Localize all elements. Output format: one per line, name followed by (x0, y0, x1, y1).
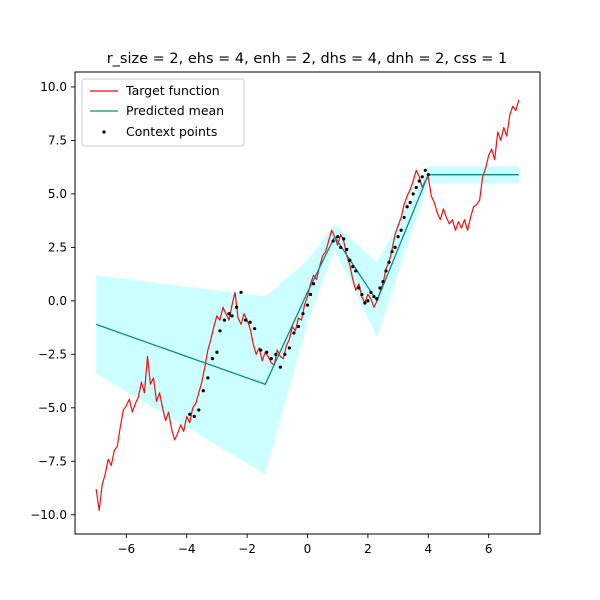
context-points-layer (188, 168, 430, 418)
context-point (269, 357, 273, 361)
x-tick-label: −4 (178, 542, 196, 556)
uncertainty-band (96, 166, 519, 475)
context-point (420, 175, 424, 179)
context-point (283, 352, 287, 356)
context-point (363, 301, 367, 305)
context-point (248, 320, 252, 324)
context-point (192, 414, 196, 418)
context-point (360, 292, 364, 297)
chart-title: r_size = 2, ehs = 4, enh = 2, dhs = 4, d… (107, 51, 508, 67)
context-point (301, 312, 305, 316)
context-point (411, 192, 415, 196)
legend-mean-label: Predicted mean (126, 103, 224, 118)
y-axis: −10.0 −7.5 −5.0 −2.5 0.0 2.5 5.0 7.5 10.0 (30, 80, 75, 522)
x-tick-label: −2 (238, 542, 256, 556)
y-tick-label: 2.5 (48, 240, 67, 254)
context-point (405, 205, 409, 209)
target-function-layer (95, 99, 520, 512)
context-point (188, 412, 192, 416)
uncertainty-band-layer (96, 166, 519, 475)
context-point (227, 312, 231, 316)
context-point (390, 250, 394, 254)
context-point (278, 365, 282, 369)
context-point (357, 286, 361, 290)
y-tick-label: 7.5 (48, 133, 67, 147)
y-tick-label: 10.0 (40, 80, 67, 94)
legend-box (81, 78, 245, 147)
context-point (296, 324, 301, 329)
context-point (414, 185, 418, 190)
context-point (351, 265, 355, 269)
context-point (426, 173, 430, 177)
context-point (396, 235, 400, 239)
context-point (253, 327, 257, 331)
x-tick-label: 4 (424, 542, 432, 556)
y-tick-label: 5.0 (48, 187, 67, 201)
legend-context-label: Context points (126, 124, 217, 139)
context-point (222, 318, 227, 322)
context-point (311, 282, 316, 286)
context-point (354, 269, 358, 273)
y-tick-label: −5.0 (38, 401, 67, 415)
target-function-line (95, 99, 520, 512)
context-point (331, 239, 335, 243)
y-tick-label: 0.0 (48, 294, 67, 308)
context-point (292, 331, 296, 335)
legend-context-swatch (102, 130, 106, 134)
context-point (197, 408, 201, 412)
context-point (239, 290, 243, 294)
context-point (375, 297, 379, 301)
legend: Target function Predicted mean Context p… (81, 78, 245, 147)
context-point (408, 200, 412, 205)
context-point (274, 352, 278, 356)
context-point (339, 245, 343, 249)
context-point (417, 179, 421, 183)
context-point (393, 245, 397, 249)
context-point (234, 305, 239, 309)
context-point (215, 350, 219, 354)
context-point (369, 290, 373, 294)
y-tick-label: −2.5 (38, 347, 67, 361)
context-point (345, 247, 349, 252)
context-point (265, 350, 269, 354)
context-point (305, 303, 310, 307)
context-point (402, 215, 406, 220)
context-point (336, 235, 340, 239)
context-point (308, 292, 313, 297)
context-point (384, 269, 388, 273)
y-tick-label: −7.5 (38, 454, 67, 468)
context-point (218, 329, 222, 333)
x-tick-label: 2 (364, 542, 372, 556)
context-point (342, 237, 346, 241)
context-point (287, 346, 291, 350)
context-point (399, 228, 403, 232)
context-point (244, 318, 248, 322)
context-point (230, 314, 234, 318)
x-tick-label: 0 (304, 542, 312, 556)
context-point (366, 299, 370, 303)
context-point (378, 286, 382, 290)
context-point (201, 389, 205, 393)
context-point (423, 168, 427, 172)
x-tick-label: 6 (485, 542, 493, 556)
x-axis: −6 −4 −2 0 2 4 6 (117, 534, 492, 556)
plot-area: −6 −4 −2 0 2 4 6 −10.0 −7.5 −5.0 −2.5 0.0 2.5 5.0 7.5… (30, 71, 541, 556)
x-tick-label: −6 (117, 542, 135, 556)
context-point (387, 260, 391, 264)
legend-target-label: Target function (125, 83, 220, 98)
context-point (381, 280, 385, 284)
context-point (259, 348, 263, 352)
context-point (206, 376, 210, 380)
context-point (372, 294, 376, 299)
y-tick-label: −10.0 (30, 508, 67, 522)
context-point (210, 357, 214, 361)
context-point (348, 258, 352, 262)
